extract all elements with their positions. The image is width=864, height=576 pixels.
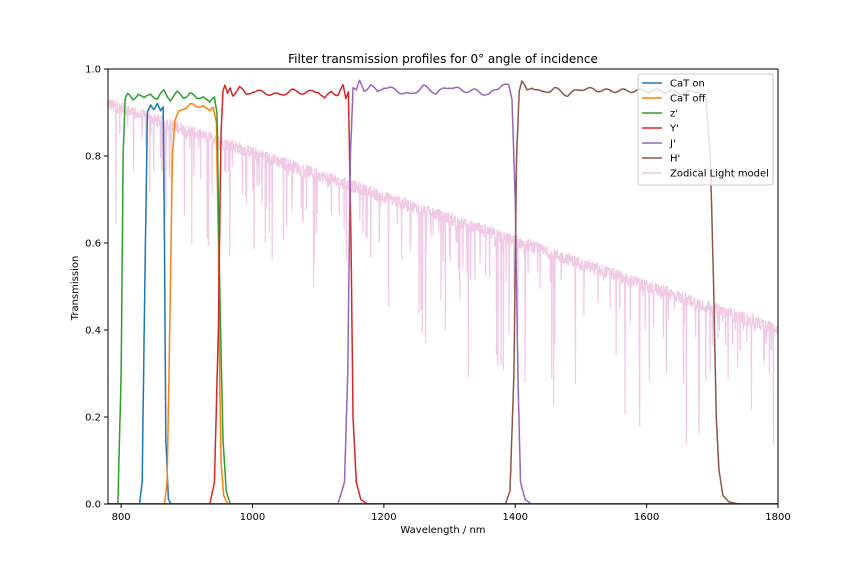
legend: CaT on CaT off z' Y' J' H' Zodical Light model: [637, 73, 774, 186]
y-axis-label: Transmission: [70, 256, 81, 322]
axes: 800 1000 1200 1400 1600 1800 0.0 0.2 0.4 0.6 0.8 1.…: [85, 65, 791, 524]
legend-label: H': [670, 154, 680, 165]
x-axis-label: Wavelength / nm: [400, 525, 485, 536]
plot-frame: [107, 68, 779, 505]
series-line-cat-off: [108, 102, 778, 504]
legend-label: Y': [669, 124, 679, 135]
series-line-j: [108, 79, 778, 504]
legend-label: CaT on: [670, 79, 705, 90]
x-tick-label: 1000: [240, 512, 265, 523]
x-tick-label: 800: [112, 512, 131, 523]
series-line-z: [108, 89, 778, 504]
legend-label: CaT off: [670, 94, 707, 105]
y-tick-label: 0.4: [85, 326, 101, 337]
y-tick-label: 0.2: [85, 413, 101, 424]
y-tick-label: 0.0: [85, 500, 101, 511]
x-tick-label: 1600: [634, 512, 659, 523]
legend-label: J': [669, 139, 676, 150]
series-line-y: [108, 83, 778, 504]
x-tick-label: 1800: [765, 512, 790, 523]
legend-label: z': [670, 109, 678, 120]
legend-box: [637, 73, 774, 186]
legend-label: Zodical Light model: [670, 169, 769, 180]
y-tick-label: 0.6: [85, 239, 101, 250]
chart-title: Filter transmission profiles for 0° angl…: [288, 52, 598, 66]
y-tick-label: 1.0: [85, 65, 101, 76]
y-tick-label: 0.8: [85, 152, 101, 163]
series-line-zodical-light-model: [108, 98, 778, 445]
x-tick-label: 1400: [503, 512, 528, 523]
x-tick-label: 1200: [371, 512, 396, 523]
